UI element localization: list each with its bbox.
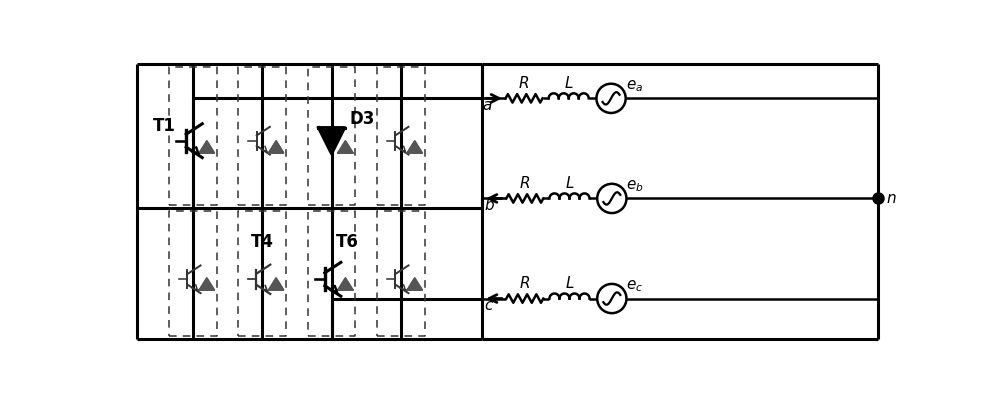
Text: D3: D3	[349, 110, 375, 128]
Text: T1: T1	[153, 118, 176, 135]
Polygon shape	[199, 278, 214, 290]
Polygon shape	[338, 278, 353, 290]
Text: T6: T6	[335, 233, 358, 251]
Polygon shape	[338, 141, 353, 153]
Text: $L$: $L$	[564, 74, 573, 91]
Polygon shape	[407, 141, 422, 153]
Text: $a$: $a$	[482, 98, 492, 113]
Text: $n$: $n$	[886, 191, 897, 206]
Text: $c$: $c$	[484, 298, 494, 313]
Text: $e_a$: $e_a$	[626, 78, 644, 94]
Polygon shape	[199, 141, 214, 153]
Polygon shape	[318, 128, 345, 154]
Polygon shape	[269, 141, 283, 153]
Text: $R$: $R$	[519, 275, 530, 291]
Text: $b$: $b$	[484, 197, 495, 213]
Text: $L$: $L$	[565, 275, 574, 291]
Polygon shape	[269, 278, 283, 290]
Text: $e_b$: $e_b$	[626, 178, 644, 194]
Text: T4: T4	[251, 233, 274, 251]
Text: $e_c$: $e_c$	[626, 278, 643, 294]
Polygon shape	[407, 278, 422, 290]
Text: $R$: $R$	[519, 175, 530, 190]
Text: $R$: $R$	[518, 74, 530, 91]
Text: $L$: $L$	[565, 175, 574, 190]
